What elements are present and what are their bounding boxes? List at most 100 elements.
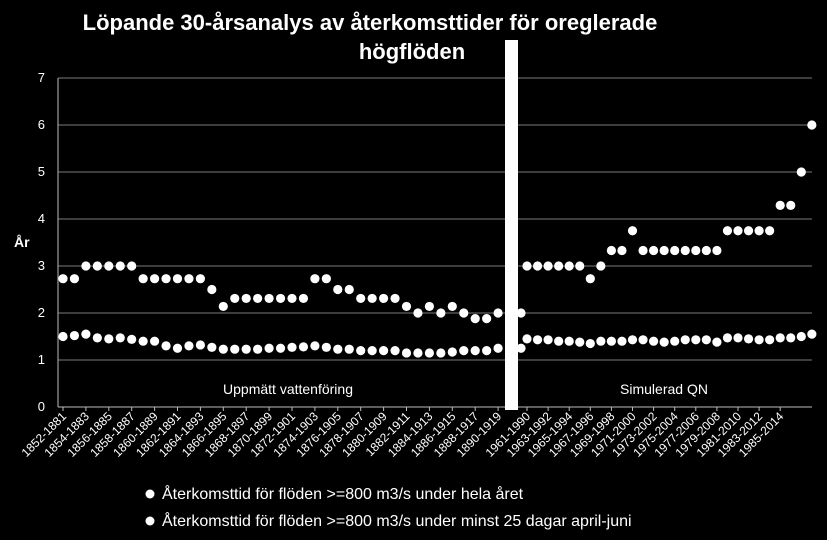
point-s2-measured-32 (424, 348, 434, 358)
point-s1-simulated-6 (585, 274, 595, 284)
point-s1-simulated-26 (796, 167, 806, 177)
point-s1-simulated-9 (617, 245, 627, 256)
point-s1-measured-1 (69, 274, 80, 284)
y-tick-labels: 0 1 2 3 4 5 6 7 (38, 70, 45, 414)
x-tick-labels: 1852-18811854-18831856-18851858-18871860… (19, 407, 787, 460)
point-s2-measured-34 (447, 347, 457, 357)
point-s2-measured-8 (150, 336, 160, 346)
point-s2-simulated-11 (638, 335, 648, 345)
point-s2-simulated-7 (596, 336, 606, 346)
point-s2-simulated-25 (786, 333, 796, 343)
point-s1-measured-15 (230, 293, 240, 304)
y-tick-5: 5 (38, 164, 45, 179)
point-s1-measured-8 (150, 274, 160, 284)
point-s1-simulated-19 (722, 226, 733, 236)
point-s1-simulated-4 (564, 261, 574, 271)
point-s2-measured-31 (413, 348, 423, 358)
point-s2-simulated-0 (522, 334, 532, 344)
point-s2-measured-10 (172, 343, 183, 353)
point-s1-measured-25 (344, 284, 354, 295)
point-s2-measured-40 (516, 343, 526, 353)
point-s1-measured-13 (207, 284, 217, 295)
point-s2-measured-11 (184, 341, 194, 351)
point-s2-simulated-26 (796, 331, 806, 342)
point-s2-simulated-14 (670, 336, 680, 346)
axis-break-bar (505, 40, 518, 410)
point-s2-measured-6 (127, 334, 137, 344)
point-s2-measured-25 (344, 344, 354, 354)
point-s2-simulated-21 (743, 334, 754, 344)
point-s2-measured-33 (436, 348, 446, 358)
y-tick-2: 2 (38, 305, 45, 320)
point-s1-measured-40 (516, 308, 526, 318)
point-s2-measured-3 (92, 333, 102, 343)
point-s2-measured-14 (218, 344, 228, 354)
point-s1-simulated-16 (691, 245, 701, 256)
y-tick-7: 7 (38, 70, 45, 85)
axis-break-mark: // (507, 393, 515, 408)
y-tick-0: 0 (38, 399, 45, 414)
point-s1-simulated-10 (627, 226, 638, 236)
legend-label-series-2: Återkomsttid för flöden >=800 m3/s under… (162, 511, 632, 530)
point-s2-simulated-15 (680, 335, 690, 345)
legend: Återkomsttid för flöden >=800 m3/s under… (145, 484, 632, 530)
point-s1-measured-20 (287, 293, 297, 304)
point-s1-measured-0 (58, 274, 68, 284)
point-s2-simulated-27 (807, 329, 817, 339)
point-s2-measured-18 (264, 343, 274, 353)
point-s2-simulated-23 (765, 335, 775, 345)
point-s1-measured-31 (413, 308, 423, 318)
legend-marker-series-2 (145, 516, 155, 526)
data-points (58, 120, 817, 358)
annotation-measured: Uppmätt vattenföring (223, 381, 353, 397)
annotation-simulated: Simulerad QN (620, 381, 708, 397)
point-s1-simulated-0 (522, 261, 532, 271)
point-s1-simulated-3 (554, 261, 564, 271)
point-s2-measured-13 (207, 342, 217, 352)
point-s1-measured-19 (275, 293, 286, 304)
point-s2-measured-1 (69, 330, 80, 341)
point-s2-measured-36 (470, 346, 480, 356)
y-tick-6: 6 (38, 117, 45, 132)
point-s2-simulated-1 (532, 335, 543, 345)
point-s2-simulated-24 (775, 333, 785, 343)
point-s2-measured-23 (321, 342, 331, 352)
y-gridlines (58, 77, 812, 361)
point-s2-simulated-12 (649, 336, 659, 346)
point-s1-measured-23 (321, 274, 331, 284)
point-s1-simulated-5 (575, 261, 585, 271)
point-s1-measured-33 (436, 308, 446, 318)
point-s1-measured-28 (379, 293, 389, 304)
y-tick-4: 4 (38, 211, 45, 226)
point-s2-measured-16 (241, 344, 251, 354)
point-s2-simulated-5 (575, 337, 585, 347)
point-s1-simulated-7 (596, 261, 606, 271)
point-s2-measured-27 (367, 346, 377, 356)
point-s2-measured-26 (356, 346, 366, 356)
point-s1-simulated-1 (532, 261, 543, 271)
point-s2-simulated-20 (733, 333, 743, 343)
point-s2-measured-38 (493, 343, 503, 353)
y-axis-label: År (14, 234, 30, 250)
point-s2-measured-21 (298, 342, 309, 352)
point-s1-simulated-13 (659, 245, 669, 256)
point-s1-simulated-12 (649, 245, 659, 256)
point-s2-simulated-9 (617, 336, 627, 346)
legend-marker-series-1 (145, 489, 155, 499)
point-s2-measured-7 (138, 336, 148, 346)
point-s2-simulated-17 (701, 335, 711, 345)
point-s2-simulated-22 (754, 335, 764, 345)
point-s2-measured-4 (104, 334, 114, 344)
point-s2-measured-37 (482, 346, 492, 356)
point-s1-simulated-11 (638, 245, 648, 256)
point-s1-measured-29 (390, 293, 400, 304)
point-s1-simulated-18 (712, 245, 722, 256)
point-s1-measured-36 (470, 314, 480, 324)
point-s1-simulated-8 (606, 245, 617, 256)
point-s1-measured-26 (356, 293, 366, 304)
point-s1-measured-4 (104, 261, 114, 271)
point-s2-simulated-4 (564, 336, 574, 346)
point-s1-measured-18 (264, 293, 274, 304)
point-s2-simulated-10 (627, 335, 638, 345)
